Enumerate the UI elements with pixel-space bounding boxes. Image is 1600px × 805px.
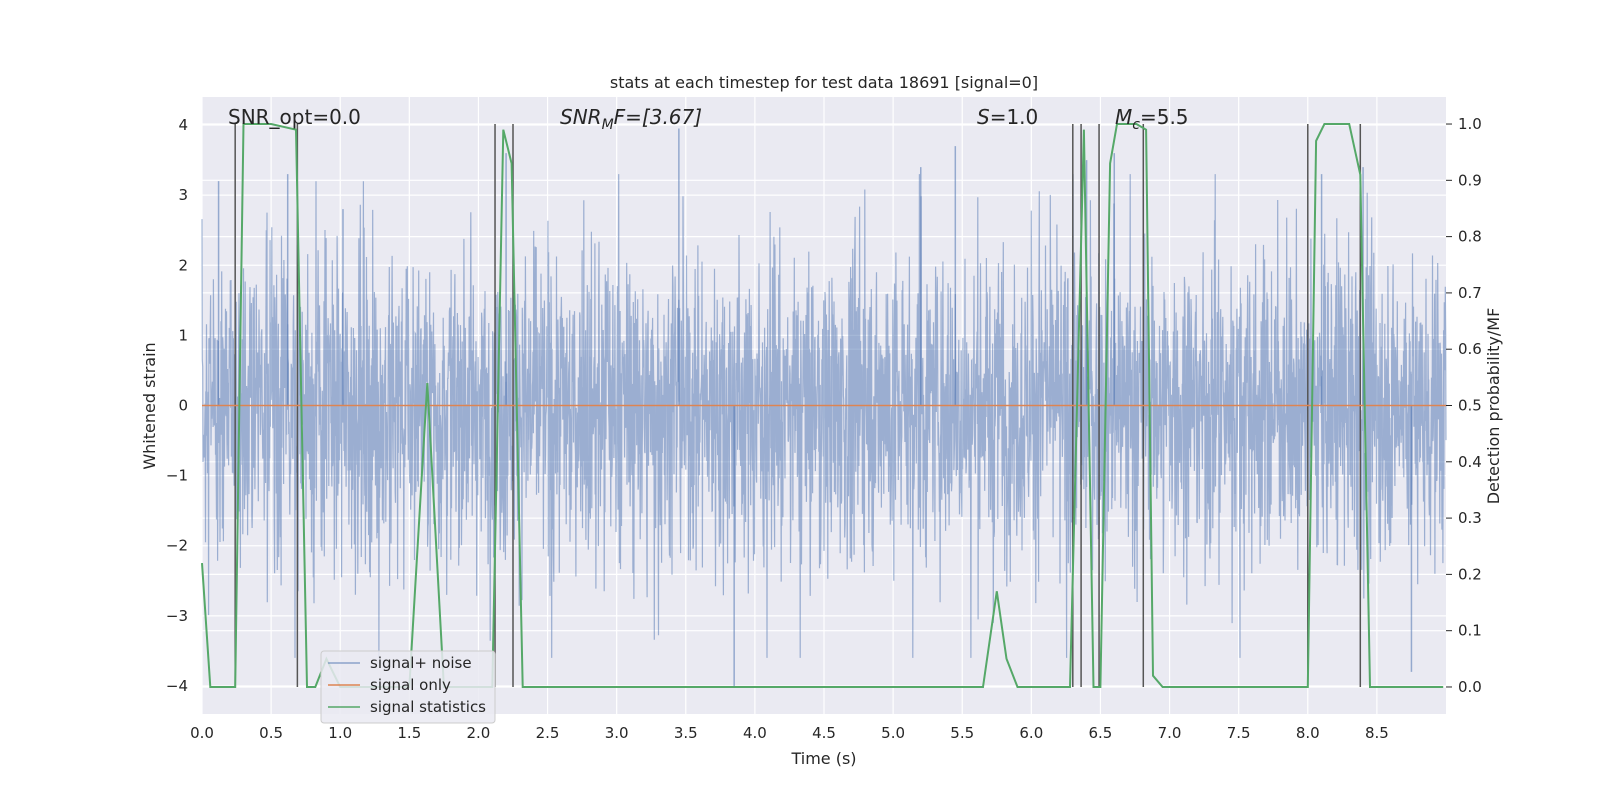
legend-label-signal-only: signal only xyxy=(370,676,451,694)
annotation-s-rest: =1.0 xyxy=(990,105,1039,129)
legend: signal+ noise signal only signal statist… xyxy=(320,650,496,724)
annotation-snr-opt: SNR_opt=0.0 xyxy=(228,105,361,129)
x-tick-label: 7.5 xyxy=(1227,724,1251,742)
y2-tick-label: 0.6 xyxy=(1458,340,1482,358)
annotation-snr-mf-main: SNR xyxy=(560,105,602,129)
y-tick-label: −2 xyxy=(166,537,188,555)
x-tick-label: 7.0 xyxy=(1158,724,1182,742)
x-tick-label: 2.0 xyxy=(467,724,491,742)
annotation-s: S=1.0 xyxy=(977,105,1038,129)
annotation-mc-main: M xyxy=(1115,105,1132,129)
y2-tick-label: 1.0 xyxy=(1458,115,1482,133)
y-axis-label: Whitened strain xyxy=(140,342,159,469)
y-tick-label: 4 xyxy=(178,116,188,134)
x-tick-label: 1.0 xyxy=(328,724,352,742)
x-tick-label: 0.0 xyxy=(190,724,214,742)
y-tick-label: 1 xyxy=(178,326,188,344)
x-tick-label: 2.5 xyxy=(536,724,560,742)
y2-tick-label: 0.7 xyxy=(1458,284,1482,302)
legend-label-signal-noise: signal+ noise xyxy=(370,654,472,672)
legend-label-signal-statistics: signal statistics xyxy=(370,698,486,716)
annotation-snr-mf: SNRMF=[3.67] xyxy=(560,105,702,133)
y-tick-label: −1 xyxy=(166,467,188,485)
x-tick-label: 8.5 xyxy=(1365,724,1389,742)
x-axis-label: Time (s) xyxy=(790,749,856,768)
x-tick-label: 4.0 xyxy=(743,724,767,742)
x-tick-label: 6.5 xyxy=(1089,724,1113,742)
y-tick-label: −3 xyxy=(166,607,188,625)
y-tick-label: −4 xyxy=(166,677,188,695)
signal-statistics-line xyxy=(201,123,1444,688)
x-tick-label: 4.5 xyxy=(812,724,836,742)
x-tick-label: 0.5 xyxy=(259,724,283,742)
annotation-snr-mf-sub: M xyxy=(602,117,614,133)
legend-box xyxy=(320,650,496,724)
x-tick-label: 5.5 xyxy=(950,724,974,742)
annotation-snr-mf-rest: F=[3.67] xyxy=(614,105,702,129)
y2-tick-label: 0.4 xyxy=(1458,453,1482,471)
y2-axis-label: Detection probability/MF xyxy=(1484,308,1503,505)
y-tick-label: 2 xyxy=(178,256,188,274)
signal-noise-line xyxy=(201,174,1447,658)
x-tick-label: 3.5 xyxy=(674,724,698,742)
y-tick-label: 3 xyxy=(178,186,188,204)
y2-tick-label: 0.1 xyxy=(1458,622,1482,640)
line-series-layer xyxy=(201,123,1446,688)
y2-tick-label: 0.3 xyxy=(1458,509,1482,527)
annotation-mc: Mc=5.5 xyxy=(1115,105,1189,133)
annotation-mc-rest: =5.5 xyxy=(1140,105,1189,129)
x-tick-label: 1.5 xyxy=(397,724,421,742)
annotation-s-main: S xyxy=(977,105,990,129)
y2-tick-label: 0.5 xyxy=(1458,397,1482,415)
x-tick-label: 5.0 xyxy=(881,724,905,742)
y2-tick-label: 0.9 xyxy=(1458,171,1482,189)
x-tick-label: 3.0 xyxy=(605,724,629,742)
y2-tick-label: 0.8 xyxy=(1458,228,1482,246)
tick-layer: 0.0 0.5 1.0 1.5 2.0 2.5 3.0 3.5 4.0 4.5 5.0 5.5 6.0 6… xyxy=(166,115,1482,742)
chart-title: stats at each timestep for test data 186… xyxy=(610,73,1038,92)
y-tick-label: 0 xyxy=(178,397,188,415)
x-tick-label: 8.0 xyxy=(1296,724,1320,742)
y2-tick-label: 0.0 xyxy=(1458,678,1482,696)
y2-tick-label: 0.2 xyxy=(1458,565,1482,583)
annotation-mc-sub: c xyxy=(1132,117,1140,133)
x-tick-label: 6.0 xyxy=(1019,724,1043,742)
